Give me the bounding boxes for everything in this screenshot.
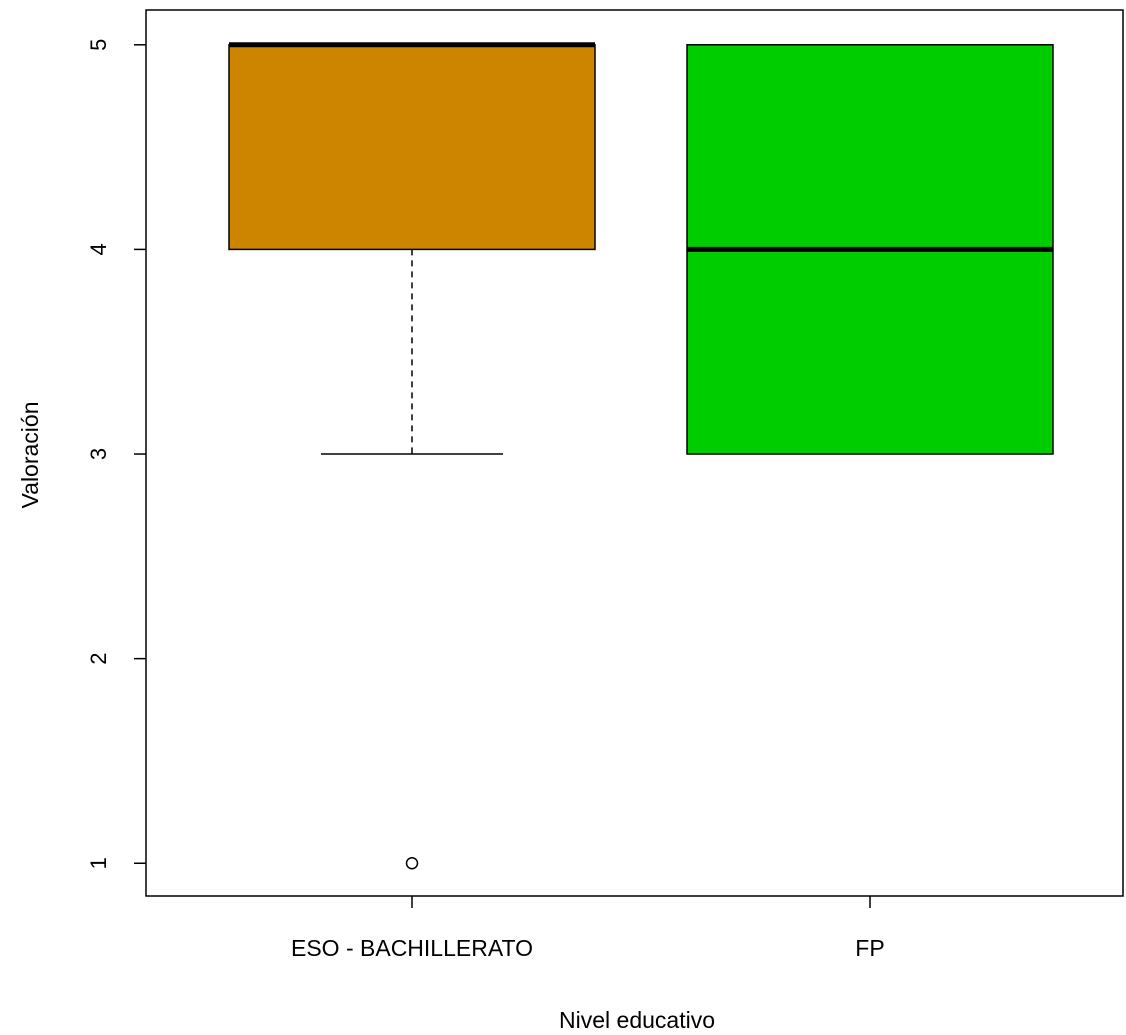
y-axis-title: Valoración <box>17 402 43 509</box>
x-axis-title: Nivel educativo <box>559 1007 715 1033</box>
y-tick-label: 4 <box>86 243 111 255</box>
y-tick-label: 3 <box>86 448 111 460</box>
x-tick-label: ESO - BACHILLERATO <box>291 935 533 961</box>
x-tick-label: FP <box>855 935 884 961</box>
box-body <box>228 44 596 251</box>
y-tick-label: 2 <box>86 653 111 665</box>
y-tick-label: 1 <box>86 857 111 869</box>
y-tick-label: 5 <box>86 39 111 51</box>
outlier-point <box>405 857 419 870</box>
box-group-eso-bachillerato <box>228 42 596 870</box>
box-group-fp <box>686 44 1054 455</box>
plot-frame <box>145 9 1124 897</box>
